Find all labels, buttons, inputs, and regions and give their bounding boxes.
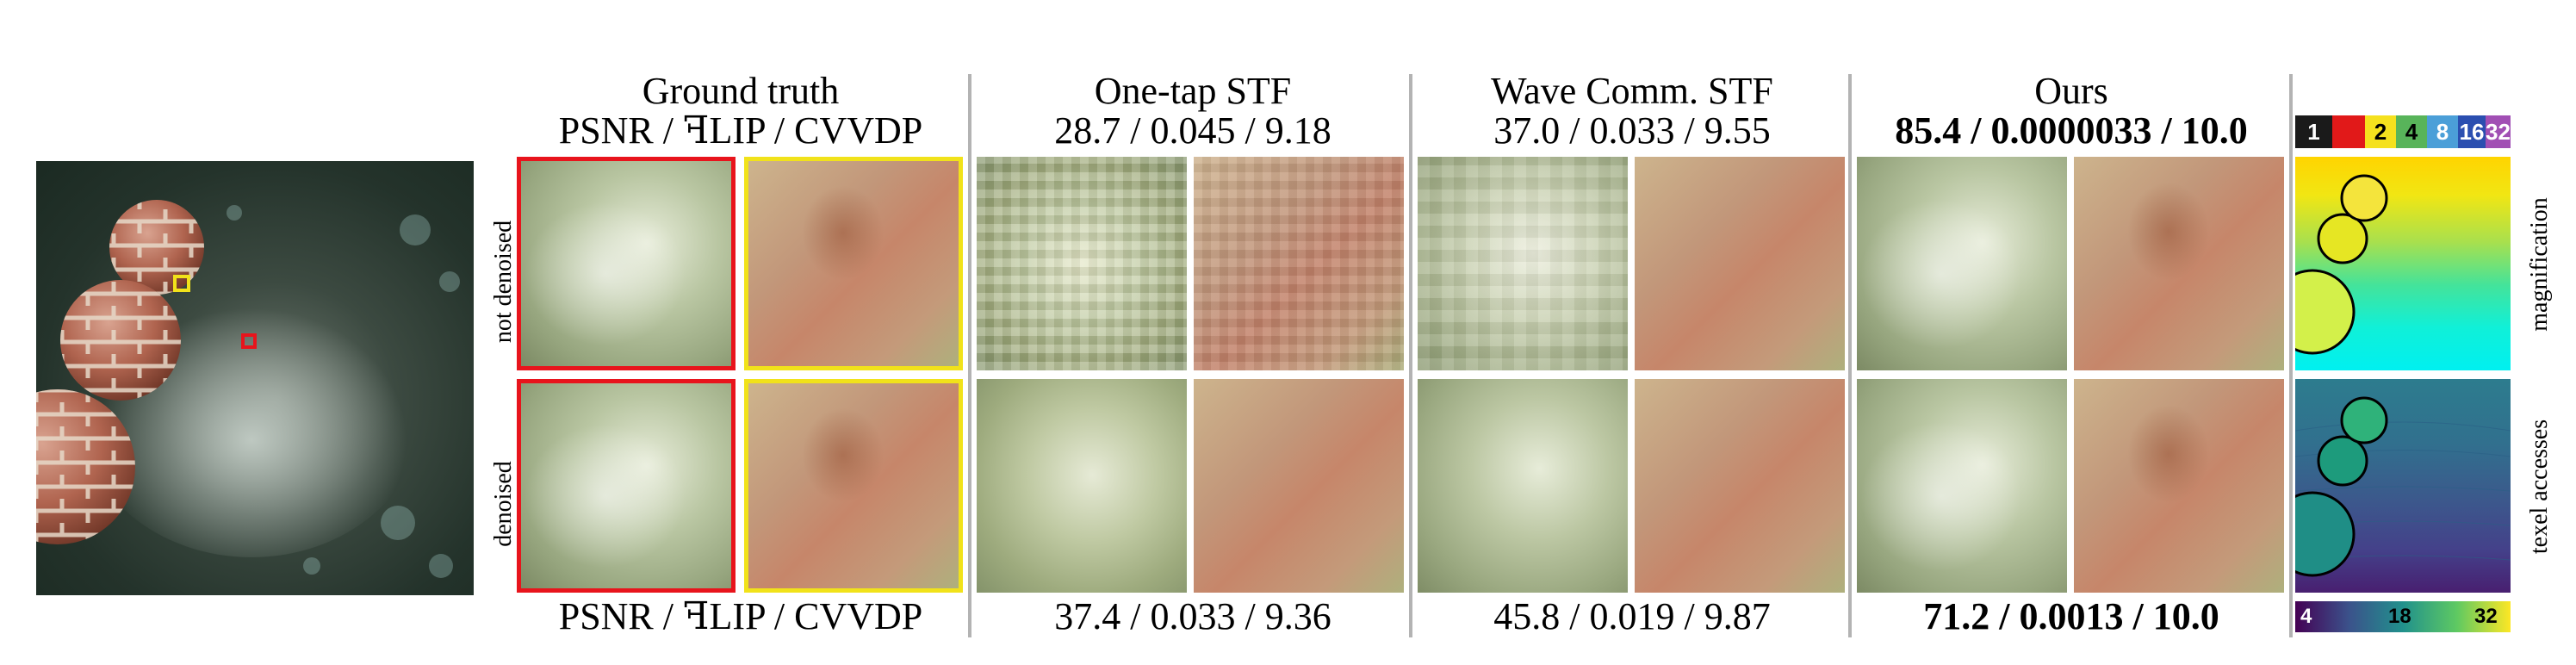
tile-ours-red-bottom xyxy=(1857,379,2067,593)
tile-wave-comm-yellow-top xyxy=(1635,157,1845,370)
cb-bottom-label-18: 18 xyxy=(2388,605,2412,628)
tile-ours-red-top xyxy=(1857,157,2067,370)
footer-one-tap-metrics: 37.4 / 0.033 / 9.36 xyxy=(1054,595,1331,637)
cb-cell-16: 16 xyxy=(2458,115,2486,148)
header-wave-comm-metrics: 37.0 / 0.033 / 9.55 xyxy=(1493,109,1771,152)
row-label-not-denoised: not denoised xyxy=(490,220,517,344)
inset-marker-red xyxy=(241,333,257,349)
tile-wave-comm-yellow-bottom xyxy=(1635,379,1845,593)
tile-gt-inset-yellow-bottom xyxy=(744,379,963,593)
side-label-magnification: magnification xyxy=(2526,197,2553,332)
tile-wave-comm-red-top xyxy=(1418,157,1628,370)
separator-3 xyxy=(1848,74,1852,637)
scene-overview-svg xyxy=(36,200,460,578)
tile-gt-inset-red-top xyxy=(517,157,736,370)
sphere-2 xyxy=(60,280,181,401)
cb-cell-2: 2 xyxy=(2365,115,2396,148)
sphere-1 xyxy=(109,200,204,295)
tile-gt-inset-red-bottom xyxy=(517,379,736,593)
tile-one-tap-yellow-top xyxy=(1194,157,1404,370)
cb-cell-4: 4 xyxy=(2396,115,2427,148)
tile-ours-yellow-bottom xyxy=(2074,379,2284,593)
footer-wave-comm-metrics: 45.8 / 0.019 / 9.87 xyxy=(1493,595,1771,637)
colorbar-magnification-legend: 1 2 4 8 16 32 xyxy=(2295,115,2511,148)
cb-bottom-label-32: 32 xyxy=(2474,605,2498,628)
header-one-tap-metrics: 28.7 / 0.045 / 9.18 xyxy=(1054,109,1331,152)
footer-ground-truth-metric-label: PSNR / ꟻLIP / CVVDP xyxy=(558,595,923,637)
inset-marker-yellow xyxy=(173,275,190,292)
cb-cell-32: 32 xyxy=(2486,115,2511,148)
header-ours-title: Ours xyxy=(2034,70,2108,112)
header-ours-metrics: 85.4 / 0.0000033 / 10.0 xyxy=(1895,109,2248,152)
magnification-spheres xyxy=(2295,174,2388,355)
header-ground-truth-metric-label: PSNR / ꟻLIP / CVVDP xyxy=(558,109,923,152)
row-label-denoised: denoised xyxy=(490,461,517,547)
header-wave-comm-title: Wave Comm. STF xyxy=(1491,70,1773,112)
texel-accesses-spheres xyxy=(2295,396,2511,577)
cb-cell-8: 8 xyxy=(2427,115,2458,148)
scene-overview-image xyxy=(36,161,474,595)
cb-cell-red xyxy=(2332,115,2365,148)
sphere-3 xyxy=(36,389,135,544)
separator-4 xyxy=(2289,74,2293,637)
tile-one-tap-red-top xyxy=(977,157,1187,370)
tile-one-tap-red-bottom xyxy=(977,379,1187,593)
colorbar-texel-accesses: 4 18 32 xyxy=(2295,601,2511,632)
foam-speckles xyxy=(227,205,460,578)
side-label-texel-accesses: texel accesses xyxy=(2526,419,2553,555)
tile-gt-inset-yellow-top xyxy=(744,157,963,370)
tile-wave-comm-red-bottom xyxy=(1418,379,1628,593)
separator-2 xyxy=(1409,74,1412,637)
separator-1 xyxy=(968,74,971,637)
tile-one-tap-yellow-bottom xyxy=(1194,379,1404,593)
magnification-visualization xyxy=(2295,157,2511,370)
cb-bottom-label-4: 4 xyxy=(2300,605,2312,628)
footer-ours-metrics: 71.2 / 0.0013 / 10.0 xyxy=(1923,595,2219,637)
tile-ours-yellow-top xyxy=(2074,157,2284,370)
header-ground-truth-title: Ground truth xyxy=(642,70,840,112)
header-one-tap-title: One-tap STF xyxy=(1094,70,1292,112)
cb-cell-1: 1 xyxy=(2295,115,2332,148)
texel-accesses-visualization xyxy=(2295,379,2511,593)
